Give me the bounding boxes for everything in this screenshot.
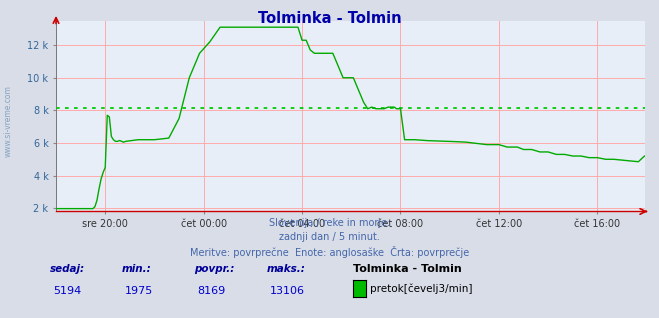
- Text: 1975: 1975: [125, 286, 154, 296]
- Text: pretok[čevelj3/min]: pretok[čevelj3/min]: [370, 283, 473, 294]
- Text: 13106: 13106: [270, 286, 305, 296]
- Text: Meritve: povrprečne  Enote: anglosaške  Črta: povrprečje: Meritve: povrprečne Enote: anglosaške Čr…: [190, 246, 469, 259]
- Text: zadnji dan / 5 minut.: zadnji dan / 5 minut.: [279, 232, 380, 242]
- Text: povpr.:: povpr.:: [194, 264, 235, 274]
- Text: Tolminka - Tolmin: Tolminka - Tolmin: [353, 264, 461, 274]
- Text: www.si-vreme.com: www.si-vreme.com: [3, 85, 13, 157]
- Text: 8169: 8169: [198, 286, 226, 296]
- Text: min.:: min.:: [122, 264, 152, 274]
- Text: 5194: 5194: [53, 286, 81, 296]
- Text: sedaj:: sedaj:: [49, 264, 84, 274]
- Text: maks.:: maks.:: [267, 264, 306, 274]
- Text: Tolminka - Tolmin: Tolminka - Tolmin: [258, 11, 401, 26]
- Text: Slovenija / reke in morje.: Slovenija / reke in morje.: [269, 218, 390, 228]
